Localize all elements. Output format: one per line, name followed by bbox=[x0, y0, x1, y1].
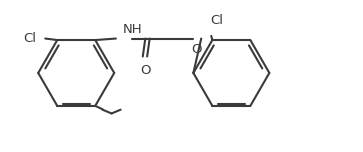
Text: NH: NH bbox=[123, 23, 143, 36]
Text: Cl: Cl bbox=[23, 32, 36, 45]
Text: Cl: Cl bbox=[211, 14, 224, 27]
Text: O: O bbox=[140, 64, 151, 77]
Text: O: O bbox=[192, 43, 202, 56]
